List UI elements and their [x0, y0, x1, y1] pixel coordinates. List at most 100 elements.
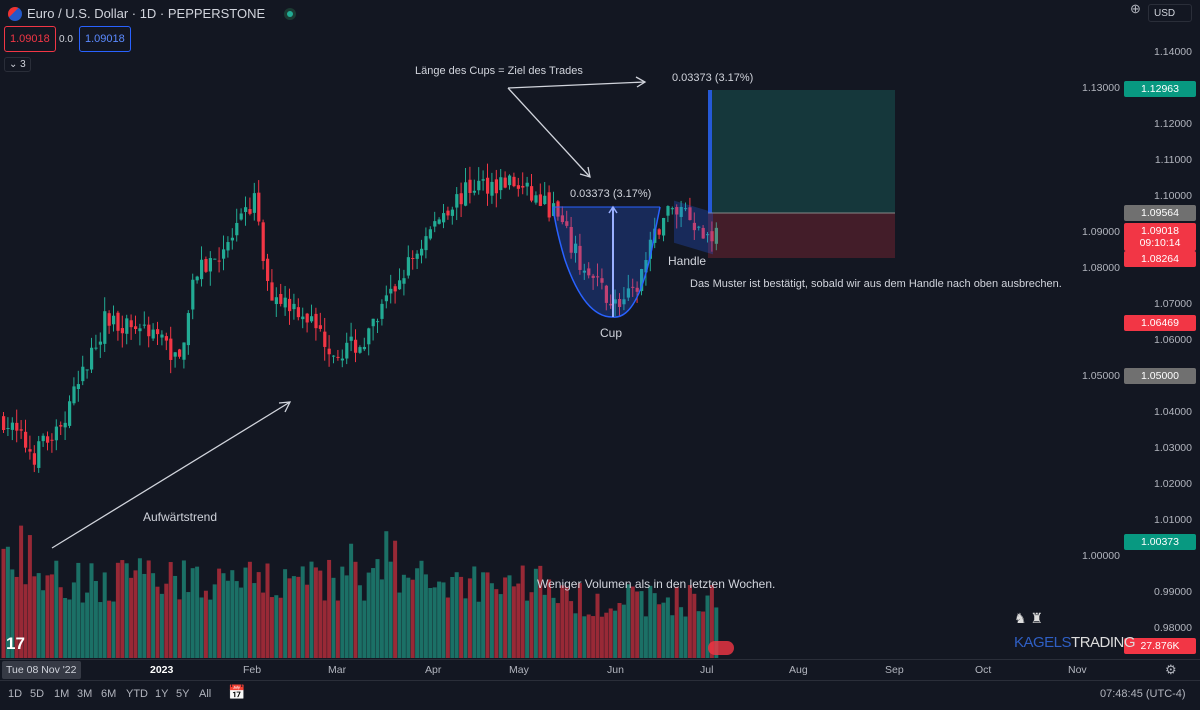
- volume-bar: [679, 607, 684, 658]
- buy-button[interactable]: 1.09018: [79, 26, 131, 52]
- timeframe-1m[interactable]: 1M: [54, 688, 70, 700]
- timeframe-ytd[interactable]: YTD: [126, 688, 148, 700]
- volume-note[interactable]: Weniger Volumen als in den letzten Woche…: [537, 577, 776, 591]
- volume-bar: [714, 607, 719, 658]
- volume-bar: [102, 572, 107, 658]
- candle: [362, 346, 366, 350]
- candle: [503, 177, 507, 188]
- symbol-header[interactable]: Euro / U.S. Dollar · 1D · PEPPERSTONE: [8, 6, 297, 21]
- volume-bar: [5, 546, 10, 658]
- timeframe-1d[interactable]: 1D: [8, 688, 23, 700]
- clock[interactable]: 07:48:45 (UTC-4): [1100, 688, 1186, 700]
- candle: [72, 386, 76, 404]
- settings-icon[interactable]: ⚙: [1165, 662, 1177, 677]
- volume-bar: [595, 593, 600, 658]
- candle: [591, 275, 595, 278]
- candle: [54, 426, 58, 441]
- volume-bar: [507, 575, 512, 658]
- volume-bar: [547, 579, 552, 658]
- candle: [420, 248, 424, 256]
- volume-bar: [498, 594, 503, 658]
- candle: [15, 422, 19, 431]
- candle: [90, 347, 94, 370]
- candle: [213, 258, 217, 260]
- timeframe-5d[interactable]: 5D: [30, 688, 45, 700]
- sell-button[interactable]: 1.09018: [4, 26, 56, 52]
- cup-outline: [552, 206, 661, 318]
- volume-bar: [296, 576, 301, 658]
- candle: [490, 181, 494, 196]
- price-tick: 1.06000: [1154, 334, 1192, 346]
- annotation-arrows[interactable]: [51, 76, 647, 549]
- watermark-part-a: KAGELS: [1014, 634, 1072, 651]
- timeframe-3m[interactable]: 3M: [77, 688, 93, 700]
- cup-label[interactable]: Cup: [600, 326, 623, 340]
- events-icon[interactable]: [708, 641, 734, 655]
- candle: [169, 338, 173, 360]
- volume-bar: [529, 592, 534, 658]
- candle: [81, 366, 85, 382]
- timeframe-5y[interactable]: 5Y: [176, 688, 190, 700]
- candle: [327, 348, 331, 355]
- volume-bar: [155, 586, 160, 658]
- volume-bar: [503, 577, 508, 658]
- candle: [376, 321, 380, 323]
- handle-label[interactable]: Handle: [668, 254, 707, 268]
- candle: [195, 276, 199, 281]
- volume-bar: [454, 572, 459, 658]
- tradingview-logo[interactable]: 17: [6, 634, 25, 653]
- cup-shape[interactable]: [553, 207, 660, 318]
- volume-bar: [309, 561, 314, 658]
- candle: [688, 207, 692, 221]
- volume-bar: [98, 602, 103, 658]
- candle: [424, 236, 428, 251]
- candle: [543, 195, 547, 204]
- volume-bar: [221, 573, 226, 658]
- volume-bar: [683, 616, 688, 658]
- timeframe-6m[interactable]: 6M: [101, 688, 117, 700]
- cup-length-note[interactable]: Länge des Cups = Ziel des Trades: [415, 65, 583, 77]
- currency-select[interactable]: USD: [1148, 4, 1192, 22]
- target-measure-bar: [708, 90, 712, 213]
- volume-bar: [481, 572, 486, 658]
- indicators-toggle[interactable]: ⌄ 3: [4, 57, 31, 72]
- volume-bar: [199, 597, 204, 658]
- target-zone[interactable]: [708, 90, 895, 213]
- candle: [235, 222, 239, 236]
- volume-bar: [168, 562, 173, 658]
- timeframe-1y[interactable]: 1Y: [155, 688, 169, 700]
- volume-bar: [353, 561, 358, 658]
- candles: [2, 163, 718, 473]
- volume-bar: [124, 563, 129, 658]
- volume-bar: [617, 603, 622, 658]
- candle: [640, 268, 644, 292]
- timeframe-all[interactable]: All: [199, 688, 212, 700]
- time-tick: Apr: [425, 664, 442, 676]
- volume-bar: [560, 585, 565, 658]
- candle: [151, 329, 155, 339]
- handle-channel[interactable]: [674, 200, 713, 255]
- bull-bear-icon: ♞ ♜: [1014, 610, 1043, 626]
- candle: [657, 229, 661, 235]
- volume-bar: [234, 581, 239, 658]
- add-icon[interactable]: ⊕: [1130, 1, 1141, 16]
- volume-bar: [538, 565, 543, 658]
- volume-bar: [397, 592, 402, 658]
- goto-date-icon[interactable]: 📅: [228, 684, 246, 700]
- volume-bar: [58, 587, 63, 658]
- candle: [499, 177, 503, 191]
- candle: [437, 219, 441, 224]
- candle: [547, 192, 551, 218]
- time-tick: May: [509, 664, 529, 676]
- confirmation-note[interactable]: Das Muster ist bestätigt, sobald wir aus…: [690, 278, 1062, 290]
- candle: [402, 278, 406, 284]
- candle: [349, 336, 353, 341]
- volume-bar: [379, 579, 384, 658]
- stop-zone[interactable]: [708, 213, 895, 258]
- trend-label[interactable]: Aufwärtstrend: [143, 510, 218, 524]
- volume-bar: [701, 611, 706, 658]
- volume-bar: [19, 525, 24, 658]
- volume-bar: [274, 595, 279, 658]
- volume-bar: [494, 589, 499, 658]
